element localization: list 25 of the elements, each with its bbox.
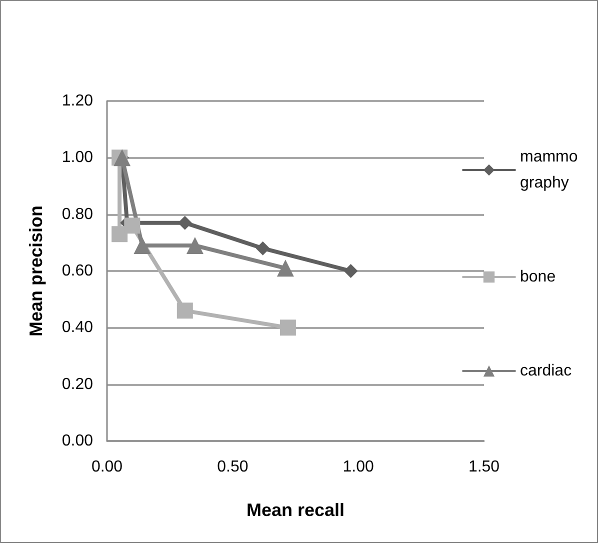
legend-label: bone	[520, 268, 556, 286]
point	[344, 264, 358, 278]
x-tick-label: 1.50	[468, 458, 500, 476]
point	[134, 237, 151, 254]
y-tick-label: 0.40	[62, 319, 94, 336]
x-tick-label: 1.00	[342, 458, 374, 476]
y-tick-label: 0.80	[62, 206, 94, 223]
point	[280, 320, 296, 336]
x-tick-label: 0.50	[217, 458, 248, 476]
y-tick-label: 1.00	[62, 149, 94, 166]
point	[256, 241, 270, 256]
point	[276, 260, 294, 277]
x-tick-label: 0.00	[91, 458, 123, 476]
point	[178, 216, 192, 230]
legend-label: cardiac	[520, 362, 572, 380]
y-tick-label: 0.00	[62, 432, 94, 450]
point	[186, 237, 204, 254]
legend-label: mammography	[520, 148, 578, 192]
x-axis-title: Mean recall	[246, 500, 345, 520]
point	[124, 218, 140, 234]
y-axis-title: Mean precision	[26, 205, 46, 337]
point	[176, 302, 193, 319]
y-tick-label: 0.60	[62, 262, 94, 280]
y-tick-label: 1.20	[62, 92, 94, 110]
y-tick-label: 0.20	[62, 376, 94, 393]
